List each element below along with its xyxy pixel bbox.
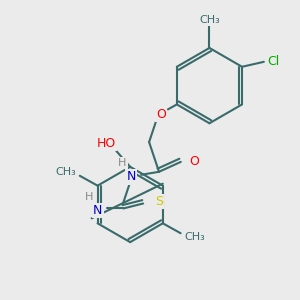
Text: CH₃: CH₃	[199, 15, 220, 25]
Text: O: O	[190, 155, 200, 168]
Text: H: H	[118, 158, 127, 168]
Text: S: S	[155, 195, 163, 208]
Text: O: O	[156, 108, 166, 121]
Text: CH₃: CH₃	[56, 167, 76, 177]
Text: N: N	[93, 204, 102, 217]
Text: N: N	[127, 170, 136, 183]
Text: H: H	[85, 192, 93, 202]
Text: Cl: Cl	[268, 55, 280, 68]
Text: HO: HO	[97, 136, 116, 150]
Text: CH₃: CH₃	[184, 232, 205, 242]
